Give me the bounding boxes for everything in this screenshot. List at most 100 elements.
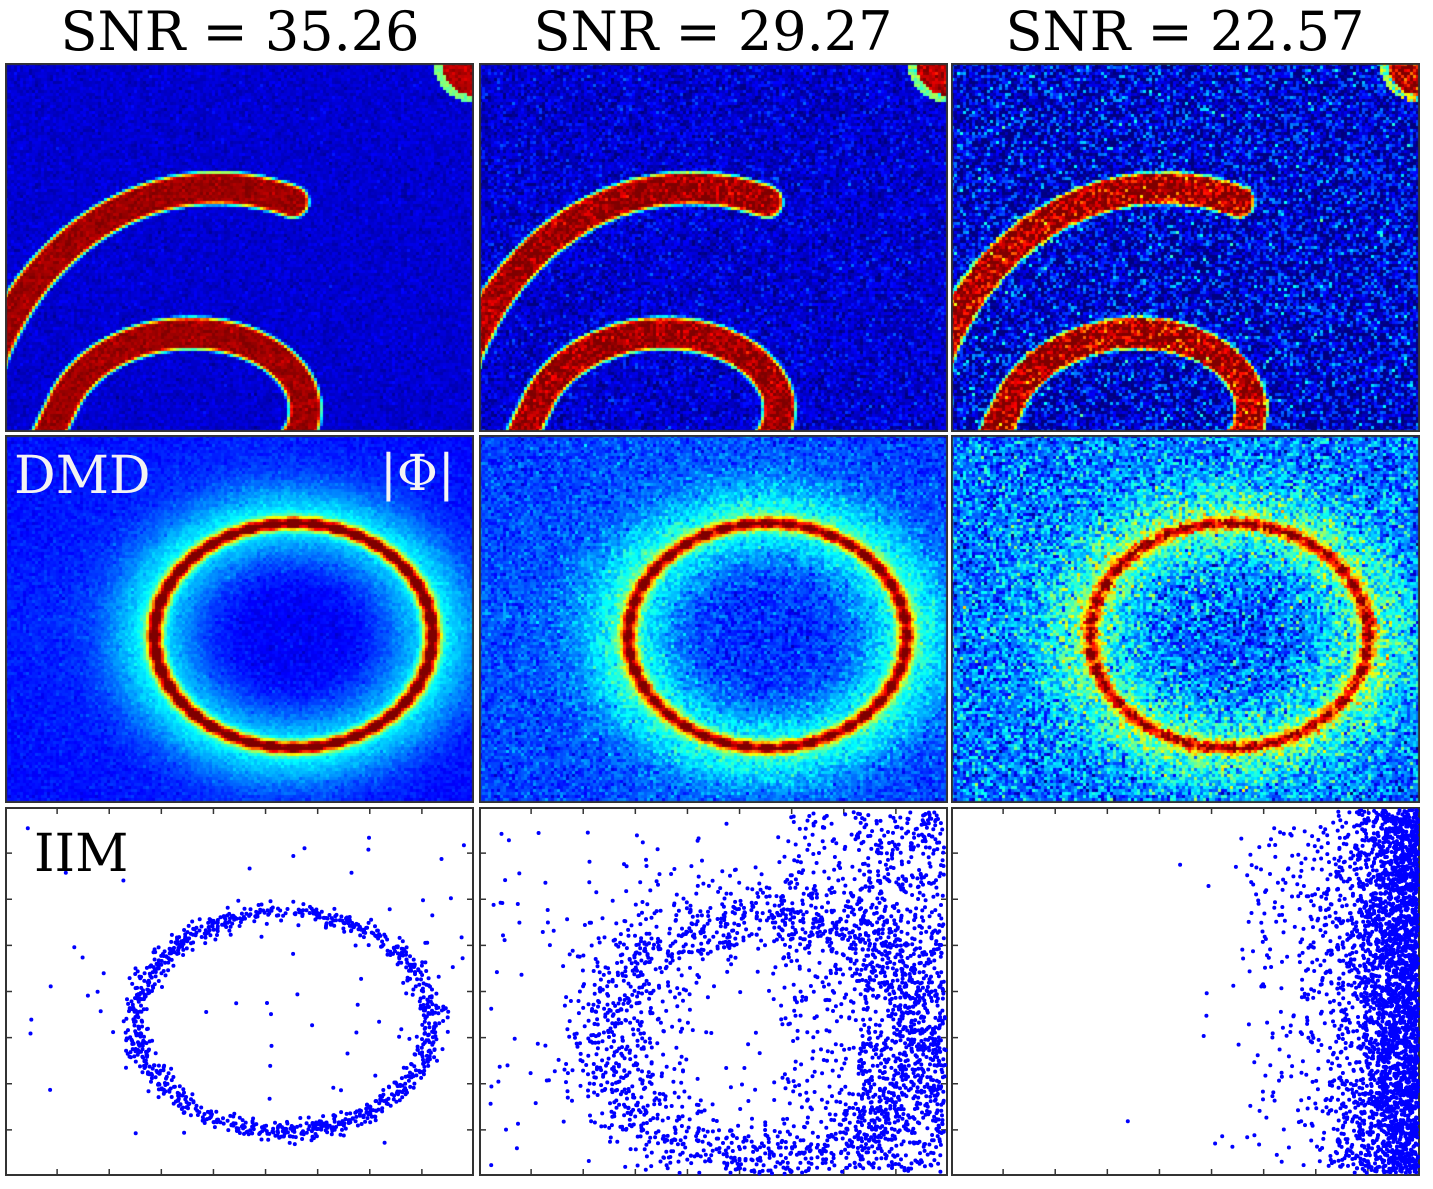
- scatter-point: [373, 1114, 378, 1119]
- scatter-point: [432, 1048, 437, 1052]
- scatter-point: [682, 1089, 687, 1094]
- scatter-point: [830, 1050, 835, 1055]
- scatter-point: [773, 1164, 778, 1169]
- scatter-point: [858, 972, 862, 977]
- scatter-point: [1341, 1112, 1346, 1117]
- scatter-point: [585, 830, 590, 835]
- scatter-point: [635, 974, 640, 979]
- scatter-point: [910, 893, 915, 897]
- scatter-point: [573, 1035, 577, 1040]
- scatter-point: [709, 1031, 714, 1035]
- scatter-point: [1366, 816, 1370, 821]
- scatter-point: [714, 1147, 719, 1152]
- scatter-point: [876, 1055, 881, 1060]
- scatter-point: [928, 1099, 933, 1104]
- scatter-point: [906, 860, 911, 865]
- scatter-point: [133, 1131, 138, 1136]
- scatter-point: [902, 877, 907, 882]
- scatter-point: [804, 886, 809, 891]
- scatter-point: [889, 853, 894, 857]
- scatter-point: [925, 985, 930, 989]
- scatter-point: [891, 1077, 896, 1082]
- scatter-point: [919, 822, 924, 827]
- scatter-point: [938, 1011, 942, 1016]
- scatter-point: [403, 1081, 408, 1086]
- scatter-point: [892, 1134, 897, 1139]
- scatter-point: [771, 971, 776, 976]
- scatter-point: [681, 949, 686, 954]
- scatter-point: [689, 1161, 694, 1166]
- scatter-point: [130, 1002, 135, 1007]
- scatter-point: [917, 890, 922, 895]
- scatter-point: [304, 1130, 309, 1135]
- scatter-point: [896, 1056, 901, 1061]
- scatter-point: [663, 1137, 668, 1142]
- scatter-point: [932, 810, 937, 815]
- scatter-point: [843, 1102, 848, 1107]
- scatter-point: [892, 1106, 897, 1111]
- scatter-point: [717, 1150, 722, 1155]
- scatter-point: [696, 1103, 701, 1107]
- scatter-point: [940, 893, 945, 898]
- scatter-point: [413, 970, 417, 975]
- scatter-point: [937, 874, 942, 879]
- scatter-point: [421, 995, 426, 1000]
- scatter-point: [156, 1082, 161, 1087]
- scatter-point: [790, 921, 795, 925]
- scatter-point: [816, 1134, 820, 1139]
- scatter-point: [753, 1030, 758, 1035]
- scatter-point: [833, 1042, 838, 1047]
- scatter-point: [737, 1147, 742, 1152]
- scatter-point: [1324, 1105, 1329, 1110]
- scatter-point: [1290, 853, 1295, 858]
- scatter-point: [649, 1164, 654, 1169]
- scatter-point: [607, 1007, 612, 1012]
- scatter-point: [921, 1068, 925, 1073]
- scatter-point: [392, 1093, 397, 1098]
- scatter-point: [202, 1112, 207, 1116]
- scatter-point: [861, 1072, 865, 1077]
- scatter-point: [250, 1119, 255, 1124]
- scatter-point: [814, 911, 819, 916]
- scatter-point: [882, 1087, 887, 1092]
- scatter-point: [905, 964, 909, 969]
- scatter-point: [296, 923, 301, 928]
- scatter-point: [780, 1138, 785, 1143]
- scatter-point: [802, 1150, 807, 1155]
- scatter-point: [783, 1140, 788, 1144]
- scatter-point: [797, 1151, 802, 1156]
- scatter-point: [875, 1035, 880, 1040]
- scatter-point: [697, 975, 701, 980]
- scatter-point: [905, 1028, 910, 1033]
- scatter-point: [679, 973, 684, 978]
- scatter-point: [237, 1131, 242, 1135]
- scatter-point: [630, 1084, 635, 1089]
- scatter-point: [865, 1005, 870, 1010]
- scatter-point: [291, 899, 296, 904]
- scatter-point: [839, 1066, 844, 1071]
- scatter-point: [153, 974, 158, 979]
- scatter-point: [265, 908, 270, 913]
- scatter-point: [199, 1105, 204, 1110]
- scatter-point: [162, 1081, 167, 1085]
- scatter-point: [900, 1092, 905, 1097]
- scatter-point: [373, 1118, 378, 1123]
- scatter-point: [595, 964, 600, 969]
- scatter-point: [380, 1106, 385, 1111]
- scatter-point: [735, 907, 739, 912]
- scatter-point: [419, 1075, 424, 1080]
- scatter-point: [210, 924, 215, 929]
- scatter-point: [398, 1082, 403, 1087]
- scatter-point: [899, 929, 904, 934]
- scatter-point: [937, 942, 942, 947]
- scatter-point: [938, 1169, 943, 1174]
- scatter-point: [489, 1006, 494, 1011]
- scatter-point: [825, 1058, 829, 1063]
- scatter-point: [677, 1061, 682, 1066]
- scatter-point: [940, 1008, 945, 1013]
- scatter-point: [578, 1041, 582, 1046]
- scatter-point: [599, 1068, 604, 1073]
- scatter-point: [98, 1009, 103, 1014]
- scatter-point: [213, 937, 218, 942]
- scatter-point: [641, 1031, 646, 1036]
